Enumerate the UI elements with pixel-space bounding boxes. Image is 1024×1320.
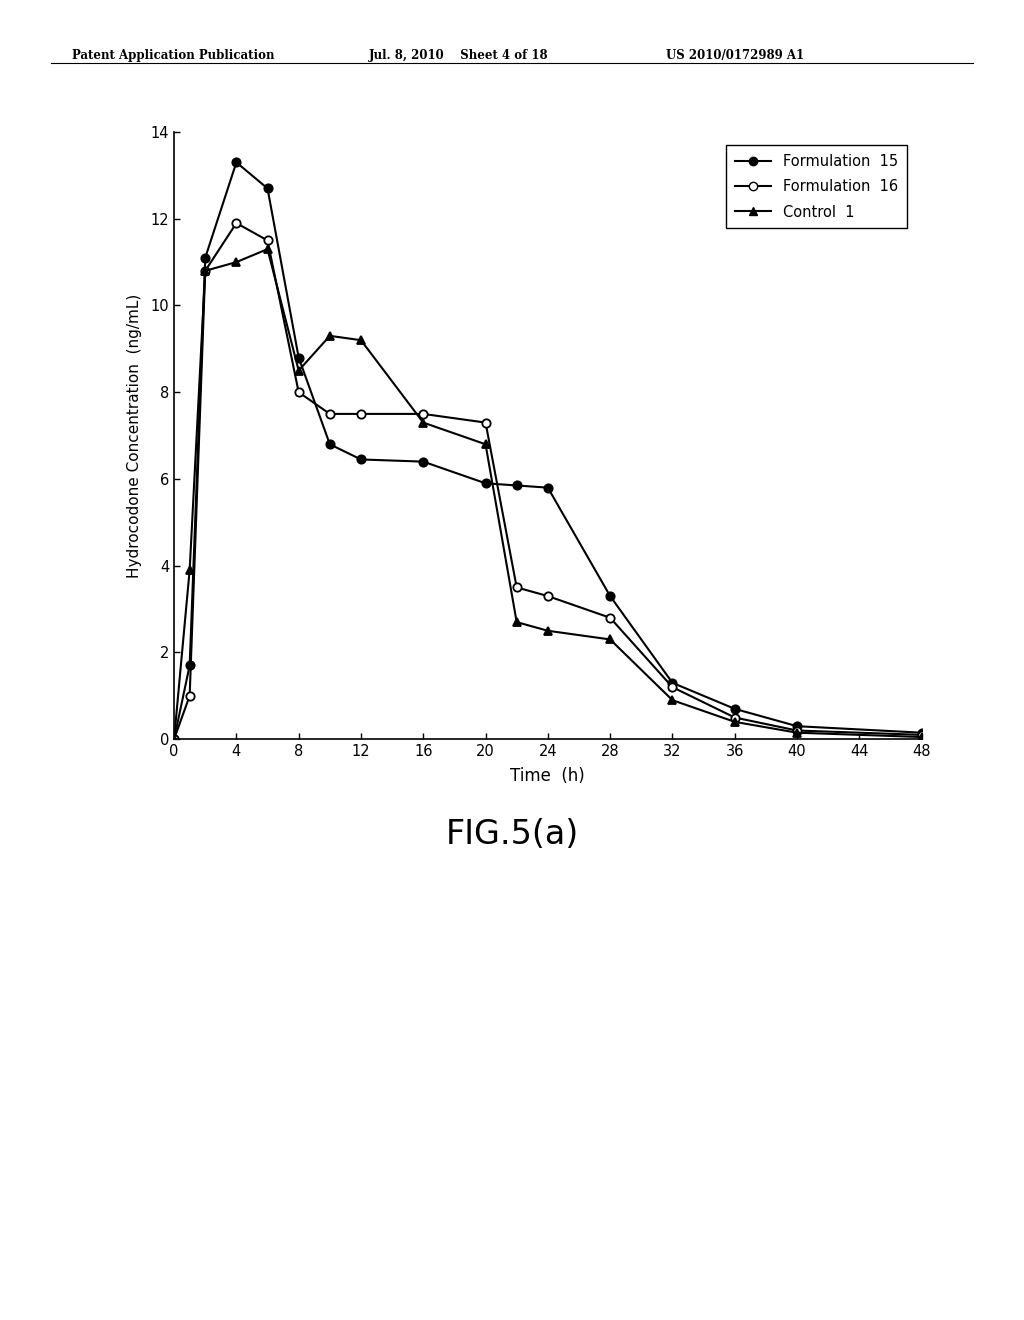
Text: Jul. 8, 2010    Sheet 4 of 18: Jul. 8, 2010 Sheet 4 of 18 xyxy=(369,49,548,62)
Text: Patent Application Publication: Patent Application Publication xyxy=(72,49,274,62)
Text: FIG.5(a): FIG.5(a) xyxy=(445,818,579,851)
Legend: Formulation  15, Formulation  16, Control  1: Formulation 15, Formulation 16, Control … xyxy=(726,145,907,228)
Text: US 2010/0172989 A1: US 2010/0172989 A1 xyxy=(666,49,804,62)
X-axis label: Time  (h): Time (h) xyxy=(511,767,585,785)
Y-axis label: Hydrocodone Concentration  (ng/mL): Hydrocodone Concentration (ng/mL) xyxy=(127,293,142,578)
